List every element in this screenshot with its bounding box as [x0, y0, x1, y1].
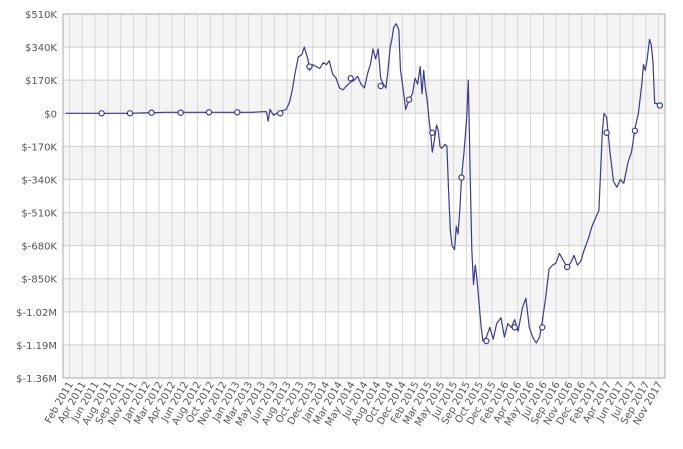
y-axis-tick-labels: $510K $340K $170K $0 $-170K $-340K $-510K $-680…	[16, 10, 57, 385]
y-tick-label: $-1.36M	[16, 374, 57, 385]
y-tick-label: $-1.19M	[16, 341, 57, 352]
data-point-marker	[347, 75, 354, 82]
y-tick-label: $-850K	[21, 275, 57, 286]
data-point-marker	[377, 82, 384, 90]
data-point-marker	[563, 263, 571, 271]
y-tick-label: $0	[44, 109, 57, 120]
data-point-marker	[405, 96, 413, 103]
data-point-marker	[458, 174, 465, 181]
y-tick-label: $510K	[25, 10, 57, 21]
data-point-marker	[656, 102, 664, 109]
data-point-marker	[603, 129, 610, 136]
y-tick-label: $-170K	[21, 142, 57, 153]
plot-border	[62, 13, 666, 379]
data-point-marker	[277, 110, 284, 117]
y-tick-label: $340K	[25, 43, 57, 54]
y-tick-label: $-340K	[21, 175, 57, 186]
data-point-marker	[205, 109, 213, 116]
vertical-gridlines	[68, 14, 660, 378]
y-tick-label: $-680K	[21, 242, 57, 253]
y-tick-label: $-1.02M	[16, 308, 57, 319]
series-group	[65, 23, 662, 344]
data-point-marker	[126, 110, 134, 117]
data-point-marker	[511, 324, 518, 331]
y-tick-label: $170K	[25, 76, 57, 87]
data-point-marker	[538, 324, 546, 331]
data-point-marker	[429, 129, 436, 136]
data-point-marker	[177, 109, 184, 116]
y-tick-label: $-510K	[21, 209, 57, 220]
data-point-marker	[483, 337, 490, 345]
data-point-marker	[148, 109, 155, 116]
marker-group	[98, 63, 664, 345]
data-point-marker	[306, 63, 313, 70]
data-point-marker	[234, 109, 241, 116]
data-point-marker	[631, 127, 639, 134]
series-line	[65, 23, 662, 344]
data-point-marker	[98, 110, 105, 117]
